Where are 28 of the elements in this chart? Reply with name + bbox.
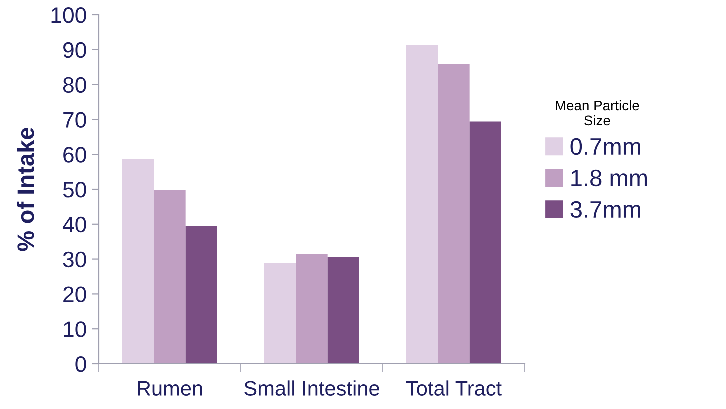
y-tick-label: 100 xyxy=(52,8,86,24)
legend-label: 3.7mm xyxy=(570,201,640,218)
y-tick-label: 50 xyxy=(63,182,86,198)
bar xyxy=(296,254,328,364)
x-tick-label: Rumen xyxy=(138,381,202,396)
y-tick-label: 20 xyxy=(64,286,86,302)
bar xyxy=(406,45,438,364)
y-tick-label: 80 xyxy=(63,77,86,94)
bar xyxy=(328,258,360,364)
x-tick-label: Small Intestine xyxy=(244,380,380,396)
y-axis-title: % of Intake xyxy=(17,128,34,252)
bar xyxy=(438,64,470,364)
y-tick-label: 90 xyxy=(64,42,86,58)
legend-label: 1.8 mm xyxy=(572,170,648,187)
x-tick-label: Total Tract xyxy=(406,380,502,396)
y-tick-label: 0 xyxy=(76,356,86,372)
bar xyxy=(186,226,218,364)
y-tick-label: 30 xyxy=(63,252,86,268)
bar xyxy=(470,122,502,364)
bar xyxy=(264,263,296,364)
bar xyxy=(122,159,154,364)
y-tick-label: 70 xyxy=(64,112,86,128)
y-tick-label: 60 xyxy=(64,147,86,163)
y-tick-label: 40 xyxy=(62,216,86,233)
legend-title: Mean Particle Size xyxy=(556,100,640,126)
legend-label: 0.7mm xyxy=(570,138,640,156)
bar xyxy=(154,190,186,364)
y-tick-label: 10 xyxy=(64,322,86,338)
